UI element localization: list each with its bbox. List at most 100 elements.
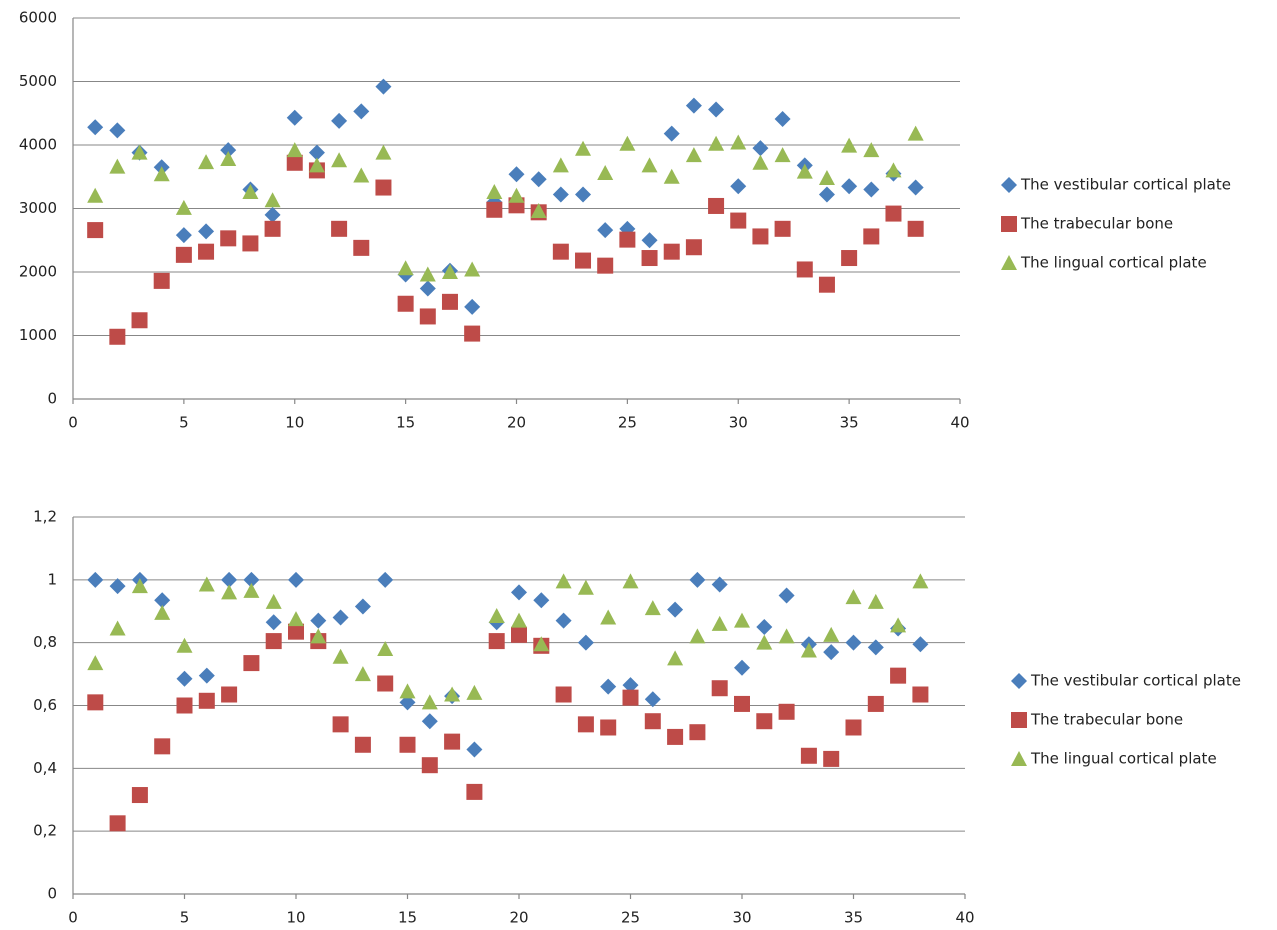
marker-square	[823, 750, 840, 767]
marker-diamond	[845, 634, 862, 651]
marker-diamond	[555, 612, 572, 629]
marker-square	[619, 231, 636, 248]
marker-diamond	[310, 612, 327, 629]
legend-label: The lingual cortical plate	[1030, 750, 1217, 768]
marker-triangle	[441, 264, 458, 279]
marker-diamond	[176, 670, 193, 687]
marker-triangle	[575, 140, 592, 156]
marker-square	[441, 293, 458, 310]
marker-diamond	[109, 122, 126, 139]
y-tick-label: 0,4	[33, 759, 57, 777]
marker-triangle	[912, 573, 929, 589]
marker-square	[800, 747, 817, 764]
marker-square	[176, 697, 193, 714]
marker-square	[288, 623, 304, 640]
y-tick-label: 6000	[19, 9, 57, 27]
marker-triangle	[734, 612, 750, 628]
x-tick-label: 20	[509, 909, 528, 927]
marker-square	[286, 154, 303, 171]
marker-triangle	[577, 579, 594, 595]
marker-square	[353, 239, 370, 256]
marker-diamond	[198, 223, 215, 240]
marker-diamond	[841, 178, 858, 195]
marker-diamond	[533, 592, 550, 609]
marker-triangle	[533, 636, 550, 652]
marker-triangle	[397, 260, 414, 276]
marker-triangle	[265, 593, 282, 609]
marker-triangle	[867, 593, 884, 609]
marker-triangle	[796, 163, 813, 179]
marker-square	[242, 235, 259, 252]
marker-diamond	[421, 713, 438, 730]
marker-diamond	[730, 178, 747, 195]
marker-square	[153, 272, 170, 289]
marker-triangle	[818, 170, 835, 186]
marker-diamond	[907, 179, 924, 196]
marker-square	[397, 295, 414, 312]
marker-triangle	[708, 135, 725, 151]
marker-triangle	[841, 137, 858, 153]
marker-diamond	[243, 571, 260, 588]
marker-diamond	[774, 110, 791, 127]
marker-diamond	[221, 571, 238, 588]
marker-diamond	[778, 587, 795, 604]
marker-triangle	[109, 620, 126, 636]
marker-square	[354, 736, 371, 753]
marker-square	[243, 655, 260, 672]
marker-square	[486, 201, 503, 218]
marker-diamond	[375, 78, 392, 95]
marker-triangle	[644, 600, 661, 616]
marker-triangle	[667, 650, 684, 666]
marker-square	[109, 328, 126, 345]
marker-square	[198, 243, 215, 260]
x-tick-label: 40	[955, 909, 974, 927]
marker-diamond	[685, 97, 702, 114]
marker-triangle	[421, 694, 438, 710]
marker-triangle	[377, 640, 394, 656]
marker-diamond	[597, 222, 614, 239]
legend-marker	[1011, 712, 1027, 728]
marker-diamond	[198, 667, 215, 684]
marker-triangle	[890, 617, 907, 633]
marker-diamond	[708, 101, 725, 118]
x-tick-label: 30	[732, 909, 751, 927]
marker-square	[774, 220, 791, 237]
x-tick-label: 25	[618, 414, 637, 432]
marker-triangle	[530, 203, 547, 219]
marker-square	[778, 703, 795, 720]
x-tick-label: 5	[180, 909, 190, 927]
marker-square	[644, 713, 661, 730]
marker-diamond	[87, 119, 104, 136]
marker-diamond	[818, 186, 835, 203]
legend-label: The trabecular bone	[1030, 711, 1183, 729]
marker-diamond	[867, 639, 884, 656]
legend-marker	[1011, 751, 1027, 766]
y-tick-label: 1	[47, 570, 57, 588]
marker-diamond	[332, 609, 349, 626]
marker-diamond	[265, 614, 282, 631]
marker-square	[87, 222, 104, 239]
marker-square	[597, 257, 614, 274]
x-tick-label: 15	[398, 909, 417, 927]
marker-triangle	[131, 578, 148, 594]
marker-triangle	[399, 683, 416, 699]
marker-diamond	[530, 171, 547, 188]
marker-square	[419, 308, 436, 325]
marker-triangle	[332, 648, 349, 664]
x-tick-label: 0	[68, 909, 78, 927]
marker-square	[198, 692, 215, 709]
marker-square	[796, 261, 813, 278]
marker-square	[708, 197, 725, 214]
marker-triangle	[508, 187, 525, 203]
marker-diamond	[175, 227, 192, 244]
marker-square	[689, 724, 706, 741]
marker-triangle	[353, 167, 370, 183]
marker-diamond	[353, 103, 370, 120]
marker-diamond	[711, 576, 728, 593]
marker-square	[265, 633, 282, 650]
marker-square	[734, 695, 750, 712]
marker-triangle	[730, 134, 747, 150]
x-tick-label: 35	[844, 909, 863, 927]
marker-square	[885, 205, 902, 222]
